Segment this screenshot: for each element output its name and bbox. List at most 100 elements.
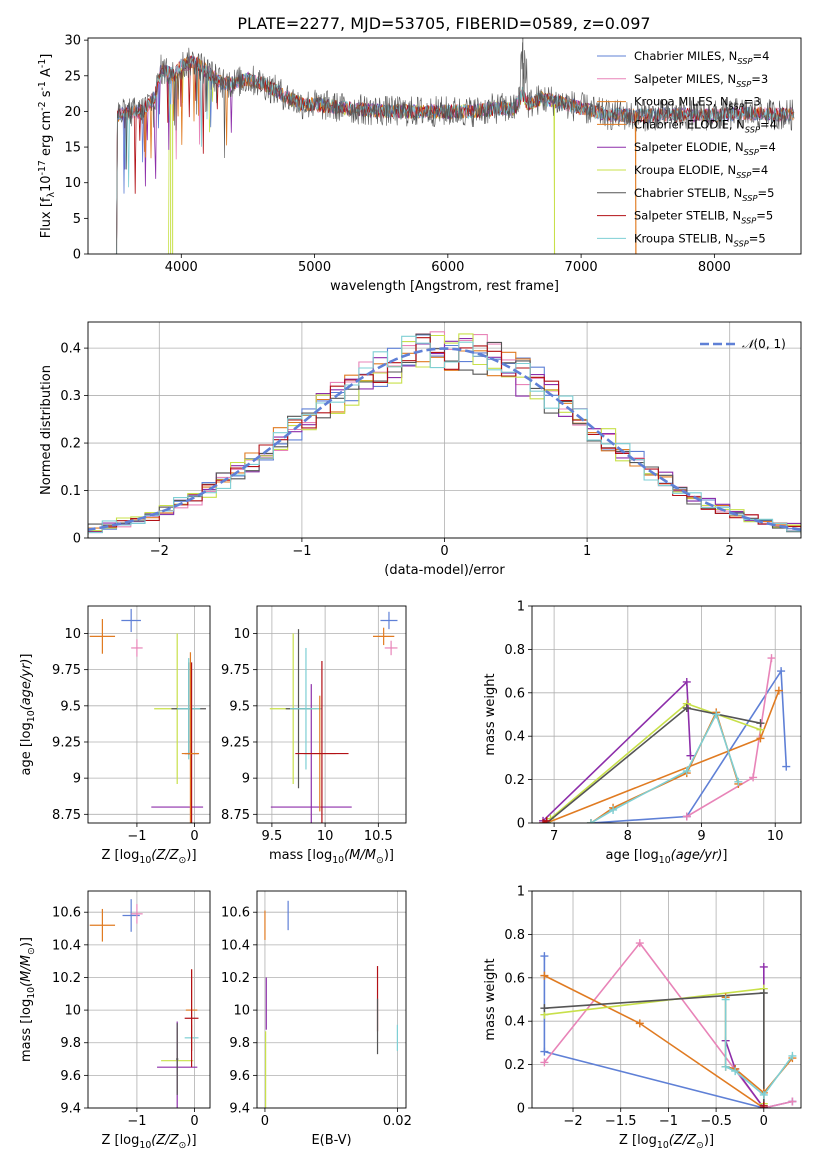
weight-marker bbox=[788, 1051, 797, 1060]
x-tick-label: 9.5 bbox=[262, 829, 283, 844]
legend-label: Salpeter ELODIE, NSSP=4 bbox=[634, 140, 776, 157]
y-tick-label: 10 bbox=[64, 176, 81, 191]
y-tick-label: 0.6 bbox=[504, 686, 525, 701]
legend-label: Kroupa MILES, NSSP=3 bbox=[634, 95, 761, 112]
axes-frame bbox=[87, 605, 211, 824]
y-tick-label: 8.75 bbox=[52, 808, 81, 823]
x-axis-label: (data-model)/error bbox=[384, 563, 505, 578]
weight-marker bbox=[635, 939, 644, 948]
figure-title: PLATE=2277, MJD=53705, FIBERID=0589, z=0… bbox=[237, 14, 650, 33]
y-tick-label: 10 bbox=[64, 627, 81, 642]
panel-mass_vs_Z: −1 0 9.4 9.6 9.8 10 10.2 10.4 10.6 Z [log10(Z/Z⊙)… bbox=[19, 890, 211, 1151]
x-tick-label: −2 bbox=[150, 544, 169, 559]
x-tick-label: −1 bbox=[127, 1114, 146, 1129]
y-tick-label: 10.6 bbox=[221, 906, 250, 921]
weight-marker bbox=[788, 1097, 797, 1106]
x-axis-label: mass [log10(M/M⊙)] bbox=[269, 848, 394, 866]
weight-marker bbox=[759, 1090, 768, 1099]
panel-spectrum: 4000 5000 6000 7000 8000 0 5 10 15 20 25 30 waveleng… bbox=[37, 34, 802, 294]
axes-frame bbox=[531, 605, 802, 824]
normal-curve bbox=[88, 347, 801, 532]
weight-marker bbox=[774, 686, 783, 695]
x-tick-label: 8 bbox=[624, 829, 632, 844]
y-tick-label: 9.6 bbox=[229, 1069, 250, 1084]
y-tick-label: 9.25 bbox=[221, 735, 250, 750]
legend-label: Salpeter MILES, NSSP=3 bbox=[634, 72, 768, 89]
x-tick-label: 10 bbox=[317, 829, 334, 844]
x-tick-label: 1 bbox=[583, 544, 591, 559]
y-tick-label: 9.5 bbox=[60, 699, 81, 714]
weight-marker bbox=[586, 819, 595, 823]
y-tick-label: 10.6 bbox=[52, 906, 81, 921]
y-tick-label: 25 bbox=[64, 69, 81, 84]
y-axis-label: Normed distribution bbox=[39, 365, 54, 495]
x-axis-label: age [log10(age/yr)] bbox=[606, 848, 728, 866]
y-axis-label: mass weight bbox=[483, 673, 498, 755]
x-tick-label: 4000 bbox=[165, 260, 198, 275]
weight-marker bbox=[712, 710, 721, 719]
y-axis-label: age [log10(age/yr)] bbox=[19, 654, 37, 776]
weight-marker bbox=[731, 1067, 740, 1076]
y-tick-label: 10 bbox=[64, 1004, 81, 1019]
weight-line-salpeter-miles bbox=[686, 657, 773, 818]
weight-marker bbox=[682, 677, 691, 686]
y-tick-label: 9.25 bbox=[52, 735, 81, 750]
legend-label: Kroupa STELIB, NSSP=5 bbox=[634, 231, 766, 248]
y-tick-label: 0.8 bbox=[504, 928, 525, 943]
y-tick-label: 9 bbox=[73, 772, 81, 787]
weight-line-chabrier-stelib bbox=[546, 707, 761, 823]
y-tick-label: 0.8 bbox=[504, 643, 525, 658]
weight-marker bbox=[542, 816, 551, 823]
plot-area-weight_vs_age bbox=[539, 654, 791, 823]
weight-line-salpeter-elodie bbox=[542, 680, 692, 822]
spectrum-legend: Chabrier MILES, NSSP=4 Salpeter MILES, NS… bbox=[597, 49, 777, 248]
x-axis-label: Z [log10(Z/Z⊙)] bbox=[619, 1133, 714, 1151]
weight-line-kroupa-miles bbox=[546, 690, 780, 823]
plot-area-spectrum bbox=[114, 38, 795, 254]
weight-line-kroupa-stelib bbox=[724, 999, 794, 1097]
y-tick-label: 0 bbox=[517, 1102, 525, 1117]
y-tick-label: 8.75 bbox=[221, 808, 250, 823]
x-tick-label: 0 bbox=[760, 1114, 768, 1129]
weight-line-chabrier-miles bbox=[590, 668, 788, 823]
y-tick-label: 5 bbox=[73, 212, 81, 227]
y-tick-label: 0.2 bbox=[504, 773, 525, 788]
figure-panels: 4000 5000 6000 7000 8000051015202530waveleng… bbox=[19, 34, 802, 1151]
x-axis-label: wavelength [Angstrom, rest frame] bbox=[330, 279, 559, 294]
residual-hist-salpeter-stelib bbox=[88, 337, 801, 534]
weight-marker bbox=[759, 962, 768, 971]
legend-label: Chabrier ELODIE, NSSP=4 bbox=[634, 117, 777, 134]
plot-area-residuals bbox=[88, 331, 801, 536]
y-tick-label: 30 bbox=[64, 34, 81, 49]
x-tick-label: 0 bbox=[261, 1114, 269, 1129]
y-tick-label: 0.3 bbox=[60, 389, 81, 404]
y-tick-label: 0.4 bbox=[504, 1015, 525, 1030]
y-tick-label: 10 bbox=[233, 1004, 250, 1019]
axes-frame bbox=[256, 605, 407, 824]
panel-age_vs_Z: −1 0 8.75 9 9.25 9.5 9.75 10 Z [log10(Z/Z⊙)] age … bbox=[19, 605, 211, 866]
x-tick-label: −1.5 bbox=[605, 1114, 637, 1129]
x-tick-label: −2 bbox=[563, 1114, 582, 1129]
plot-area-age_vs_mass bbox=[269, 611, 398, 823]
y-tick-label: 20 bbox=[64, 105, 81, 120]
weight-line-salpeter-miles bbox=[543, 941, 793, 1108]
weight-marker bbox=[756, 719, 765, 728]
weight-marker bbox=[756, 734, 765, 743]
y-tick-label: 0 bbox=[73, 248, 81, 263]
x-tick-label: 6000 bbox=[431, 260, 464, 275]
panel-residuals: −2 −1 0 1 2 0 0.1 0.2 0.3 0.4 (data-model)/error No… bbox=[39, 321, 802, 578]
y-tick-label: 10 bbox=[233, 627, 250, 642]
panel-mass_vs_ebv: 0 0.02 9.4 9.6 9.8 10 10.2 10.4 10.6 E(B-V) bbox=[221, 890, 412, 1148]
legend-label: Chabrier MILES, NSSP=4 bbox=[634, 49, 769, 66]
y-axis-label: mass weight bbox=[483, 958, 498, 1040]
plot-area-mass_vs_ebv bbox=[264, 900, 398, 1108]
y-tick-label: 10.2 bbox=[52, 971, 81, 986]
panel-age_vs_mass: 9.5 10 10.5 8.75 9 9.25 9.5 9.75 10 mass [log10(M… bbox=[221, 605, 407, 866]
y-axis-label: mass [log10(M/M⊙)] bbox=[19, 937, 37, 1062]
legend-label: 𝒩(0, 1) bbox=[742, 337, 786, 351]
axes-frame bbox=[87, 37, 802, 255]
weight-marker bbox=[734, 777, 743, 786]
panel-weight_vs_Z: −2 −1.5 −1 −0.5 0 0 0.2 0.4 0.6 0.8 1 Z [log10(Z/Z⊙… bbox=[483, 885, 802, 1151]
axes-frame bbox=[256, 890, 407, 1109]
